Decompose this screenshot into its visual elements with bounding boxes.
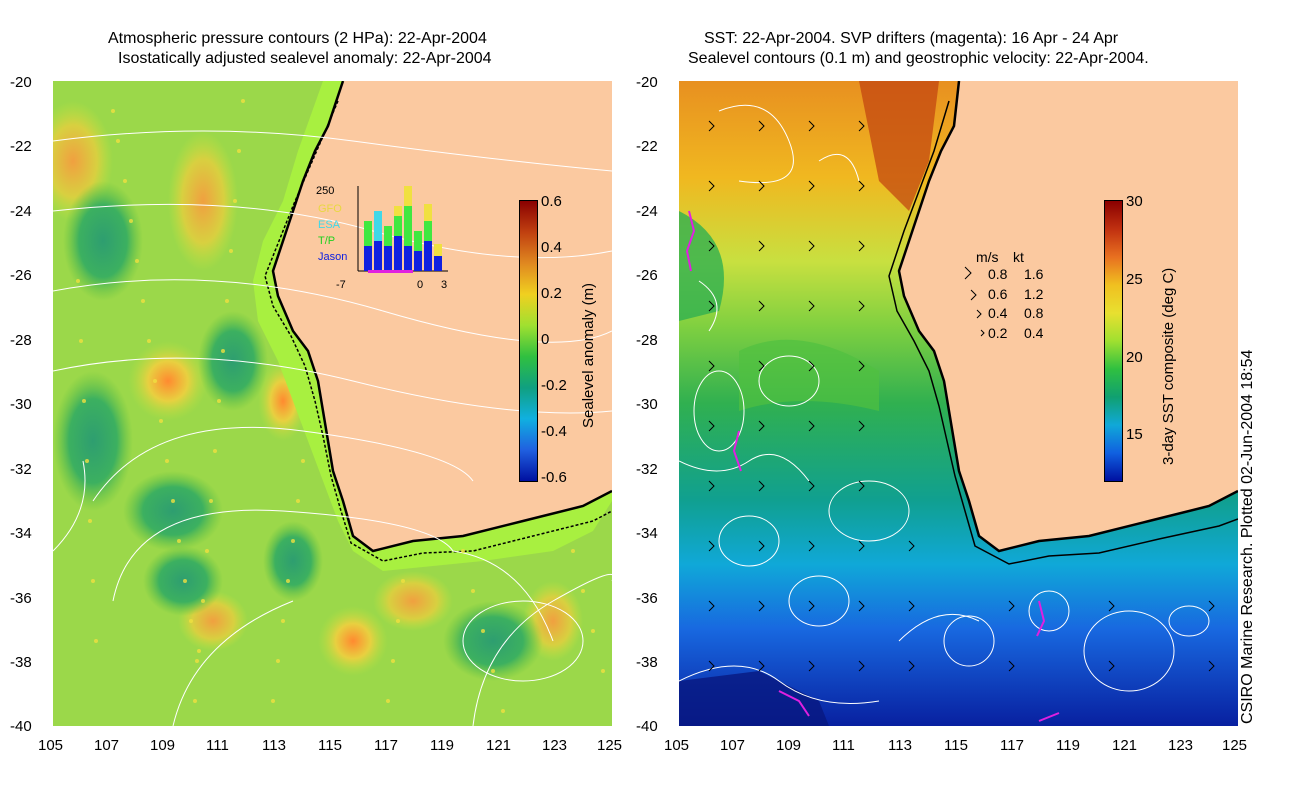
left-xtick: 115 [318, 737, 342, 754]
left-xtick: 111 [206, 737, 229, 754]
right-cbar-tick: 15 [1126, 426, 1143, 443]
left-ytick: -22 [10, 138, 32, 155]
velocity-row-ms: 0.2 [988, 325, 1008, 341]
left-ytick: -30 [10, 396, 32, 413]
left-xtick: 117 [374, 737, 398, 754]
left-ytick: -36 [10, 590, 32, 607]
velocity-row-kt: 1.2 [1024, 286, 1044, 302]
left-xtick: 125 [597, 737, 623, 754]
left-xtick: 107 [94, 737, 120, 754]
left-cbar-tick: -0.6 [541, 469, 567, 486]
right-ytick: -30 [636, 396, 658, 413]
velocity-row-kt: 0.8 [1024, 305, 1044, 321]
right-ytick: -26 [636, 267, 658, 284]
left-title-line2: Isostatically adjusted sealevel anomaly:… [118, 50, 492, 67]
velocity-row-kt: 0.4 [1024, 325, 1044, 341]
inset-ymax: 250 [316, 185, 335, 197]
right-ytick: -34 [636, 525, 658, 542]
left-xtick: 109 [150, 737, 176, 754]
left-cbar-tick: 0.2 [541, 285, 562, 302]
right-ytick: -32 [636, 461, 658, 478]
left-xtick: 105 [38, 737, 64, 754]
left-cbar-tick: 0.6 [541, 193, 562, 210]
left-colorbar [519, 200, 538, 482]
left-ytick: -20 [10, 74, 32, 91]
right-ytick: -22 [636, 138, 658, 155]
right-title-line1: SST: 22-Apr-2004. SVP drifters (magenta)… [704, 30, 1119, 47]
left-title-line1: Atmospheric pressure contours (2 HPa): 2… [108, 30, 487, 47]
right-cbar-tick: 25 [1126, 271, 1143, 288]
right-cbar-tick: 20 [1126, 349, 1143, 366]
right-xtick: 119 [1056, 737, 1080, 754]
right-cbar-tick: 30 [1126, 193, 1143, 210]
right-map [679, 81, 1238, 726]
right-colorbar-label: 3-day SST composite (deg C) [1160, 267, 1177, 465]
left-ytick: -40 [10, 718, 32, 735]
inset-xtick: 3 [441, 279, 448, 291]
right-xtick: 111 [832, 737, 855, 754]
right-xtick: 107 [720, 737, 746, 754]
left-cbar-tick: -0.2 [541, 377, 567, 394]
velocity-row-kt: 1.6 [1024, 266, 1044, 282]
inset-xtick: -7 [336, 279, 346, 291]
left-ytick: -28 [10, 332, 32, 349]
left-cbar-tick: 0 [541, 331, 550, 348]
right-xtick: 109 [776, 737, 802, 754]
right-ytick: -28 [636, 332, 658, 349]
left-xtick: 113 [262, 737, 286, 754]
credit-text: CSIRO Marine Research. Plotted 02-Jun-20… [1239, 349, 1256, 724]
right-xtick: 123 [1168, 737, 1194, 754]
left-ytick: -24 [10, 203, 32, 220]
right-ytick: -24 [636, 203, 658, 220]
velocity-row-ms: 0.6 [988, 286, 1008, 302]
inset-legend-jason: Jason [318, 251, 348, 263]
left-cbar-tick: 0.4 [541, 239, 562, 256]
right-xtick: 113 [888, 737, 912, 754]
right-colorbar [1104, 200, 1123, 482]
left-ytick: -34 [10, 525, 32, 542]
right-ytick: -36 [636, 590, 658, 607]
velocity-header-ms: m/s [976, 249, 999, 265]
inset-xtick: 0 [417, 279, 424, 291]
left-ytick: -26 [10, 267, 32, 284]
left-ytick: -38 [10, 654, 32, 671]
inset-legend-esa: ESA [318, 219, 341, 231]
left-xtick: 119 [430, 737, 454, 754]
right-ytick: -38 [636, 654, 658, 671]
right-xtick: 115 [944, 737, 968, 754]
left-xtick: 121 [486, 737, 512, 754]
velocity-row-ms: 0.8 [988, 266, 1008, 282]
right-ytick: -40 [636, 718, 658, 735]
right-ytick: -20 [636, 74, 658, 91]
right-xtick: 125 [1222, 737, 1248, 754]
right-xtick: 117 [1000, 737, 1024, 754]
right-title-line2: Sealevel contours (0.1 m) and geostrophi… [688, 50, 1149, 67]
left-cbar-tick: -0.4 [541, 423, 567, 440]
inset-legend-tp: T/P [318, 235, 336, 247]
inset-legend-gfo: GFO [318, 203, 342, 215]
right-xtick: 105 [664, 737, 690, 754]
left-colorbar-label: Sealevel anomaly (m) [580, 282, 597, 428]
left-xtick: 123 [542, 737, 568, 754]
left-ytick: -32 [10, 461, 32, 478]
velocity-header-kt: kt [1013, 249, 1024, 265]
right-xtick: 121 [1112, 737, 1138, 754]
velocity-row-ms: 0.4 [988, 305, 1008, 321]
